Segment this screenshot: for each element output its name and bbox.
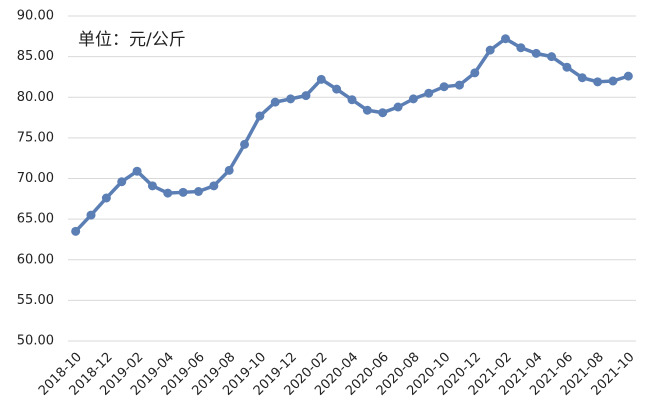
data-point xyxy=(332,84,342,94)
data-point xyxy=(439,82,449,92)
data-point xyxy=(101,193,111,203)
y-tick-label: 80.00 xyxy=(17,90,54,105)
data-point xyxy=(593,77,603,87)
data-point xyxy=(408,94,418,104)
data-point xyxy=(147,181,157,191)
y-tick-label: 55.00 xyxy=(17,293,54,308)
data-point xyxy=(286,94,296,104)
data-point xyxy=(224,165,234,175)
data-point xyxy=(623,71,633,81)
data-point xyxy=(193,187,203,196)
data-point xyxy=(485,45,495,55)
data-point xyxy=(316,74,326,84)
data-point xyxy=(562,62,572,72)
data-point xyxy=(71,226,81,236)
data-point xyxy=(378,108,388,118)
data-point xyxy=(608,76,618,86)
data-point xyxy=(516,43,526,53)
data-point xyxy=(362,105,372,115)
y-tick-label: 75.00 xyxy=(17,130,54,145)
y-tick-label: 60.00 xyxy=(17,252,54,267)
unit-annotation: 单位：元/公斤 xyxy=(78,30,186,50)
data-point xyxy=(209,181,219,191)
series-line xyxy=(74,37,629,233)
y-tick-label: 65.00 xyxy=(17,212,54,227)
data-point xyxy=(240,139,250,149)
data-point xyxy=(501,34,511,44)
y-tick-label: 50.00 xyxy=(17,334,54,349)
data-point xyxy=(163,188,173,198)
data-point xyxy=(454,80,464,90)
data-point xyxy=(132,166,142,176)
data-point xyxy=(531,48,541,58)
data-point xyxy=(255,111,265,121)
data-point xyxy=(470,68,480,78)
data-point xyxy=(86,210,96,220)
y-tick-label: 85.00 xyxy=(17,49,54,64)
data-point xyxy=(547,52,557,62)
y-tick-label: 90.00 xyxy=(17,9,54,24)
data-point xyxy=(270,97,280,107)
y-tick-label: 70.00 xyxy=(17,171,54,186)
data-point xyxy=(393,102,403,112)
data-point xyxy=(347,95,357,105)
data-point xyxy=(117,177,127,187)
data-point xyxy=(301,91,311,101)
data-point xyxy=(577,73,587,83)
data-point xyxy=(178,187,188,197)
data-point xyxy=(424,88,434,98)
